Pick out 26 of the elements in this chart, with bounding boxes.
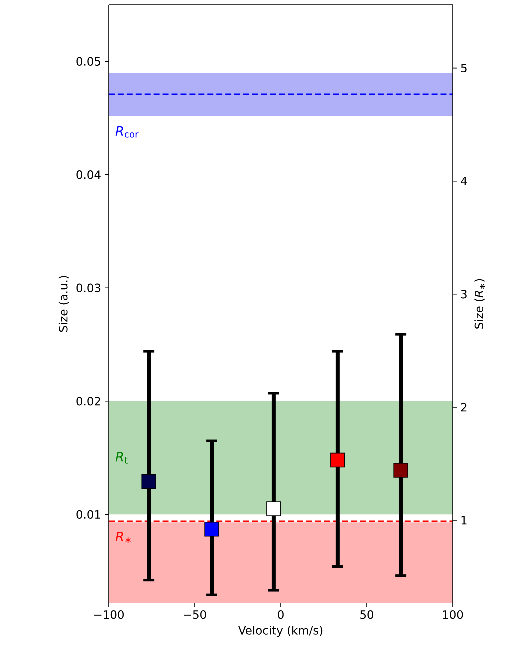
y2-tick-label: 5 (461, 64, 467, 73)
y-tick-label: 0.05 (76, 57, 100, 66)
point (330, 452, 346, 468)
x-tick-label: 50 (360, 610, 374, 620)
y-tick-label: 0.03 (76, 284, 101, 292)
y-tick-label: 0.01 (76, 510, 100, 519)
x-tick-label: −100 (94, 610, 124, 620)
y-tick-label: 0.04 (76, 170, 101, 180)
y2-tick-label: 4 (461, 177, 468, 186)
ref-line-label: R$_{∗}$ (116, 532, 131, 544)
band-label: R$_{t}$ (116, 452, 128, 464)
point (394, 463, 408, 478)
x-tick-label: 0 (278, 610, 284, 620)
x-tick-label: −50 (184, 610, 206, 620)
point (266, 502, 282, 516)
y2-tick-label: 1 (462, 516, 467, 525)
point (204, 522, 220, 537)
x-tick-label: 100 (443, 610, 464, 620)
y-tick-label: 0.02 (76, 397, 100, 406)
x-axis-title: Velocity (km/s) (238, 626, 323, 638)
y2-tick-label: 3 (461, 290, 467, 299)
y2-axis-title: Size (R$_{∗}$) (474, 279, 486, 329)
ref-line-label: R$_{cor}$ (116, 126, 139, 138)
y-axis-title: Size (a.u.) (58, 276, 70, 332)
y2-tick-label: 2 (461, 403, 467, 412)
point (142, 474, 156, 490)
